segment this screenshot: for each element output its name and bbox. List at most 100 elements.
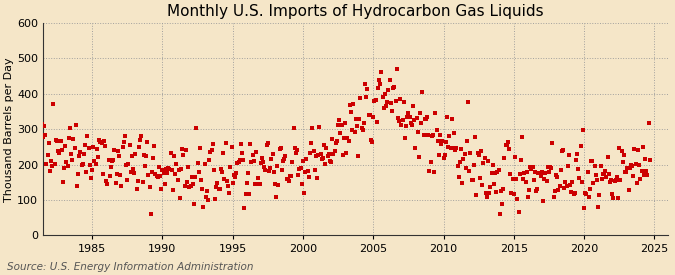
Point xyxy=(94,138,105,142)
Point xyxy=(419,117,430,121)
Point xyxy=(88,145,99,150)
Point xyxy=(631,181,642,185)
Point xyxy=(481,195,492,199)
Point xyxy=(319,142,329,147)
Point xyxy=(186,175,197,179)
Point xyxy=(458,157,469,161)
Point xyxy=(80,143,90,147)
Point xyxy=(601,175,612,180)
Point xyxy=(506,191,517,196)
Point xyxy=(423,133,434,138)
Point xyxy=(228,173,239,177)
Point xyxy=(632,147,643,152)
Point xyxy=(591,173,601,178)
Point xyxy=(408,104,418,109)
Point xyxy=(371,120,382,124)
Point xyxy=(109,148,119,152)
Point xyxy=(304,175,315,179)
Point xyxy=(36,122,47,126)
Point xyxy=(164,167,175,171)
Point xyxy=(38,124,49,128)
Point xyxy=(561,184,572,189)
Point xyxy=(200,195,211,200)
Point xyxy=(250,182,261,186)
Point xyxy=(323,152,334,156)
Point xyxy=(51,139,62,143)
Point xyxy=(97,172,108,176)
Point xyxy=(256,156,267,161)
Point xyxy=(269,182,280,186)
Point xyxy=(155,174,165,178)
Point xyxy=(210,197,221,202)
Point xyxy=(340,121,350,126)
Point xyxy=(72,184,82,188)
Point xyxy=(180,148,191,153)
Point xyxy=(545,165,556,170)
Point xyxy=(213,186,224,191)
Point xyxy=(387,109,398,113)
Point xyxy=(389,85,400,89)
Point xyxy=(377,95,388,100)
Point xyxy=(183,165,194,169)
Point xyxy=(285,174,296,178)
Point xyxy=(35,126,46,130)
Point xyxy=(136,134,146,138)
Point xyxy=(466,178,477,182)
Point xyxy=(600,169,611,174)
Point xyxy=(330,141,341,145)
Point xyxy=(350,117,361,121)
Point xyxy=(533,170,544,175)
Point xyxy=(472,151,483,155)
Point xyxy=(609,179,620,183)
Point xyxy=(111,172,122,177)
Point xyxy=(620,170,630,174)
Point xyxy=(33,142,44,146)
Point xyxy=(150,172,161,176)
Point xyxy=(454,160,465,164)
Point xyxy=(110,181,121,185)
Point xyxy=(451,145,462,150)
Point xyxy=(431,128,442,132)
Point xyxy=(409,118,420,123)
Point xyxy=(162,170,173,175)
Point xyxy=(396,122,407,127)
Point xyxy=(192,161,203,166)
Point xyxy=(512,197,522,201)
Point xyxy=(167,188,178,192)
Point xyxy=(627,164,638,168)
Point xyxy=(643,121,654,125)
Point xyxy=(190,174,200,179)
Point xyxy=(146,170,157,174)
Point xyxy=(454,175,464,179)
Point xyxy=(272,163,283,168)
Point xyxy=(470,135,481,139)
Point xyxy=(439,153,450,158)
Point xyxy=(551,173,562,177)
Point xyxy=(427,132,438,137)
Point xyxy=(103,158,114,162)
Point xyxy=(218,151,229,155)
Point xyxy=(401,124,412,128)
Point xyxy=(70,123,81,127)
Point xyxy=(572,152,583,156)
Point xyxy=(384,77,395,82)
Point xyxy=(597,172,608,177)
Point xyxy=(446,145,456,150)
Point xyxy=(231,171,242,175)
Point xyxy=(553,188,564,192)
Point xyxy=(207,142,218,146)
Point xyxy=(74,154,84,158)
Point xyxy=(54,151,65,155)
Point xyxy=(432,139,443,143)
Point xyxy=(233,160,244,164)
Point xyxy=(193,170,204,175)
Point xyxy=(86,167,97,172)
Point xyxy=(614,145,624,150)
Point xyxy=(363,113,374,117)
Point xyxy=(539,177,549,181)
Point xyxy=(605,179,616,184)
Point xyxy=(60,144,71,148)
Point xyxy=(342,136,353,140)
Point xyxy=(320,161,331,166)
Point xyxy=(294,167,305,171)
